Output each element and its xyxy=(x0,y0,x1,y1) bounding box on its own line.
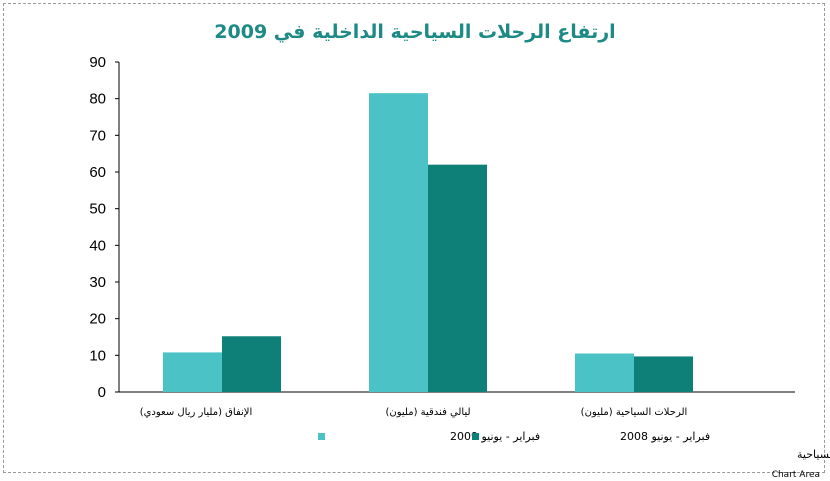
legend-label: فبراير - يونيو 2008 xyxy=(620,430,710,443)
legend-swatch xyxy=(318,433,325,440)
y-tick-label: 90 xyxy=(89,54,106,71)
legend: فبراير - يونيو 2009 فبراير - يونيو 2008 xyxy=(318,430,710,443)
bar xyxy=(575,353,634,392)
bar xyxy=(428,164,487,392)
legend-swatch xyxy=(472,433,479,440)
y-tick-label: 0 xyxy=(98,384,106,401)
y-axis-ticks: 0 10 20 30 40 50 60 70 80 90 xyxy=(89,54,119,401)
bar xyxy=(163,352,222,392)
y-tick-label: 80 xyxy=(89,91,106,108)
bar xyxy=(634,356,693,392)
bar xyxy=(369,93,428,393)
bar xyxy=(222,336,281,392)
chart-title: ارتفاع الرحلات السياحية الداخلية في 2009 xyxy=(214,21,615,43)
y-tick-label: 30 xyxy=(89,274,106,291)
legend-label: فبراير - يونيو 2009 xyxy=(450,430,540,443)
bars-group xyxy=(163,93,693,393)
y-tick-label: 10 xyxy=(89,347,106,364)
chart-area-label: Chart Area xyxy=(772,470,820,480)
y-tick-label: 60 xyxy=(89,164,106,181)
y-tick-label: 70 xyxy=(89,127,106,144)
x-tick-label: الرحلات السياحية (مليون) xyxy=(581,407,688,418)
y-tick-label: 40 xyxy=(89,237,106,254)
x-tick-label: الإنفاق (مليار ريال سعودي) xyxy=(140,407,253,418)
y-tick-label: 20 xyxy=(89,311,106,328)
x-tick-label: ليالي فندقية (مليون) xyxy=(385,407,470,418)
y-tick-label: 50 xyxy=(89,201,106,218)
